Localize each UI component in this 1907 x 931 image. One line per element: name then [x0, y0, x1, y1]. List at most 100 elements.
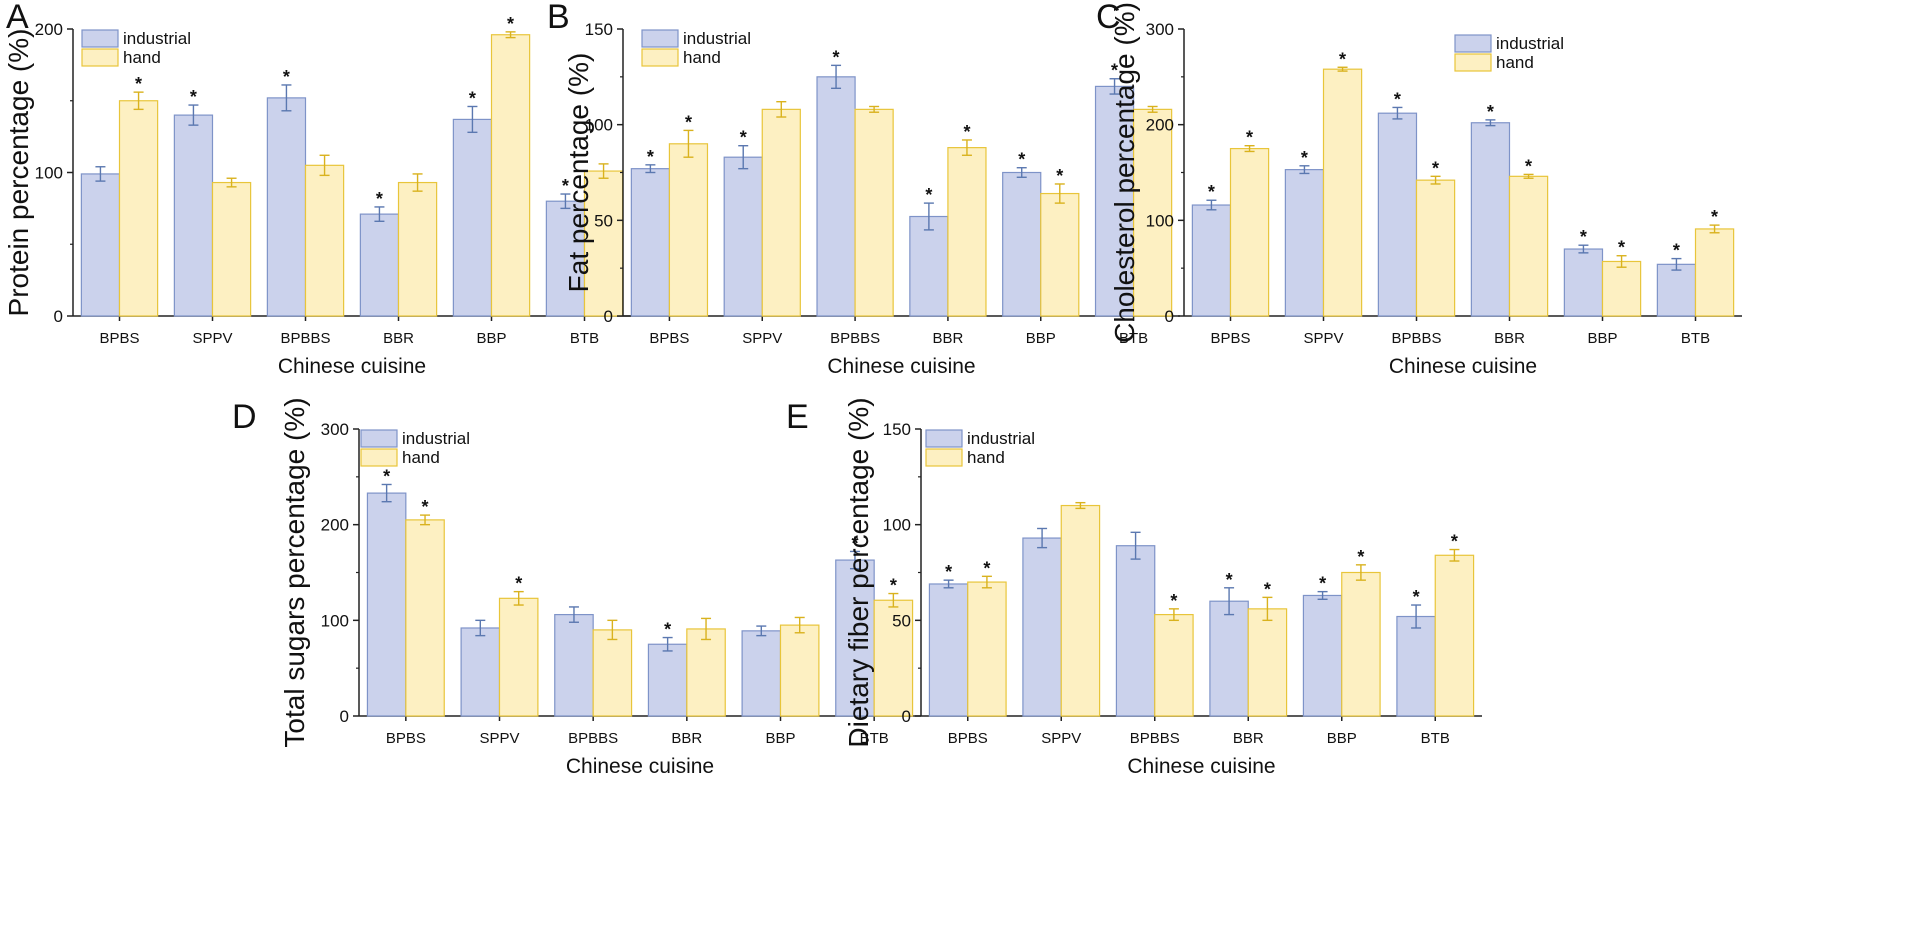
y-tick-label: 100	[321, 611, 349, 630]
hand-bar	[397, 181, 438, 317]
x-tick-label: BTB	[1681, 330, 1710, 347]
industrial-bar	[545, 200, 586, 317]
industrial-bar	[1470, 122, 1511, 317]
hand-bar	[1229, 147, 1270, 317]
panel-label: B	[547, 0, 570, 36]
industrial-bar	[366, 492, 407, 717]
y-tick-label: 300	[1146, 20, 1174, 39]
hand-bar	[490, 34, 531, 317]
significance-marker: *	[1413, 587, 1420, 607]
industrial-bar	[80, 173, 121, 317]
legend-label-hand: hand	[683, 48, 721, 67]
legend-label-industrial: industrial	[123, 29, 191, 48]
significance-marker: *	[1618, 238, 1625, 258]
legend-swatch-industrial	[641, 29, 679, 48]
significance-marker: *	[851, 533, 858, 553]
significance-marker: *	[1319, 574, 1326, 594]
y-axis-title: Total sugars percentage (%)	[279, 397, 310, 747]
x-axis-title: Chinese cuisine	[566, 755, 714, 778]
x-tick-label: BBP	[1026, 330, 1056, 347]
x-tick-label: BTB	[570, 330, 599, 347]
industrial-bar	[1377, 112, 1418, 317]
y-axis-title: Dietary fiber percentage (%)	[843, 397, 874, 747]
significance-marker: *	[1711, 207, 1718, 227]
significance-marker: *	[1394, 89, 1401, 109]
hand-bar	[1508, 175, 1549, 317]
x-tick-label: BTB	[1421, 730, 1450, 747]
industrial-bar	[723, 156, 763, 317]
legend-swatch-industrial	[1454, 34, 1492, 53]
significance-marker: *	[1246, 128, 1253, 148]
x-axis-title: Chinese cuisine	[1389, 355, 1537, 378]
x-tick-label: SPPV	[1041, 730, 1081, 747]
x-tick-label: BPBS	[649, 330, 689, 347]
hand-bar	[211, 181, 252, 317]
panel-label: C	[1096, 0, 1121, 36]
y-tick-label: 100	[883, 516, 911, 535]
hand-bar	[1601, 260, 1642, 317]
legend-swatch-hand	[360, 448, 398, 467]
significance-marker: *	[1339, 49, 1346, 69]
significance-marker: *	[283, 67, 290, 87]
x-tick-label: BBP	[476, 330, 506, 347]
hand-bar	[668, 143, 709, 317]
panel-label: D	[232, 398, 257, 436]
x-tick-label: SPPV	[479, 730, 519, 747]
x-tick-label: BPBS	[386, 730, 426, 747]
hand-bar	[405, 519, 445, 717]
significance-marker: *	[1208, 182, 1215, 202]
significance-marker: *	[190, 87, 197, 107]
y-tick-label: 200	[321, 516, 349, 535]
y-tick-label: 0	[1165, 307, 1174, 326]
legend-swatch-industrial	[360, 429, 398, 448]
x-tick-label: BBP	[765, 730, 795, 747]
significance-marker: *	[890, 576, 897, 596]
hand-bar	[779, 624, 820, 717]
significance-marker: *	[469, 88, 476, 108]
significance-marker: *	[135, 74, 142, 94]
significance-marker: *	[1056, 166, 1063, 186]
y-tick-label: 200	[1146, 116, 1174, 135]
significance-marker: *	[647, 147, 654, 167]
legend-swatch-hand	[81, 48, 119, 67]
x-tick-label: BBR	[671, 730, 702, 747]
x-tick-label: SPPV	[192, 330, 232, 347]
significance-marker: *	[1525, 156, 1532, 176]
hand-bar	[1322, 68, 1363, 317]
x-tick-label: BBR	[383, 330, 414, 347]
hand-bar	[967, 581, 1007, 717]
significance-marker: *	[507, 14, 514, 34]
y-tick-label: 300	[321, 420, 349, 439]
industrial-bar	[630, 168, 671, 317]
industrial-bar	[928, 583, 969, 717]
significance-marker: *	[562, 176, 569, 196]
x-tick-label: BPBBS	[568, 730, 618, 747]
significance-marker: *	[1432, 158, 1439, 178]
significance-marker: *	[833, 47, 840, 67]
hand-bar	[1247, 608, 1288, 717]
industrial-bar	[1191, 204, 1232, 317]
significance-marker: *	[376, 189, 383, 209]
y-axis-title: Fat percentage (%)	[563, 53, 594, 293]
y-tick-label: 0	[340, 707, 349, 726]
hand-bar	[1415, 179, 1456, 317]
significance-marker: *	[925, 185, 932, 205]
x-axis-title: Chinese cuisine	[827, 355, 975, 378]
significance-marker: *	[1264, 579, 1271, 599]
x-axis-title: Chinese cuisine	[278, 355, 426, 378]
legend-swatch-industrial	[81, 29, 119, 48]
significance-marker: *	[1018, 150, 1025, 170]
legend-swatch-industrial	[925, 429, 963, 448]
y-tick-label: 100	[1146, 211, 1174, 230]
x-tick-label: BBR	[1494, 330, 1525, 347]
x-tick-label: BPBBS	[1130, 730, 1180, 747]
significance-marker: *	[383, 466, 390, 486]
hand-bar	[1154, 613, 1194, 717]
x-tick-label: BPBBS	[830, 330, 880, 347]
legend-label-hand: hand	[1496, 53, 1534, 72]
y-tick-label: 0	[604, 307, 613, 326]
